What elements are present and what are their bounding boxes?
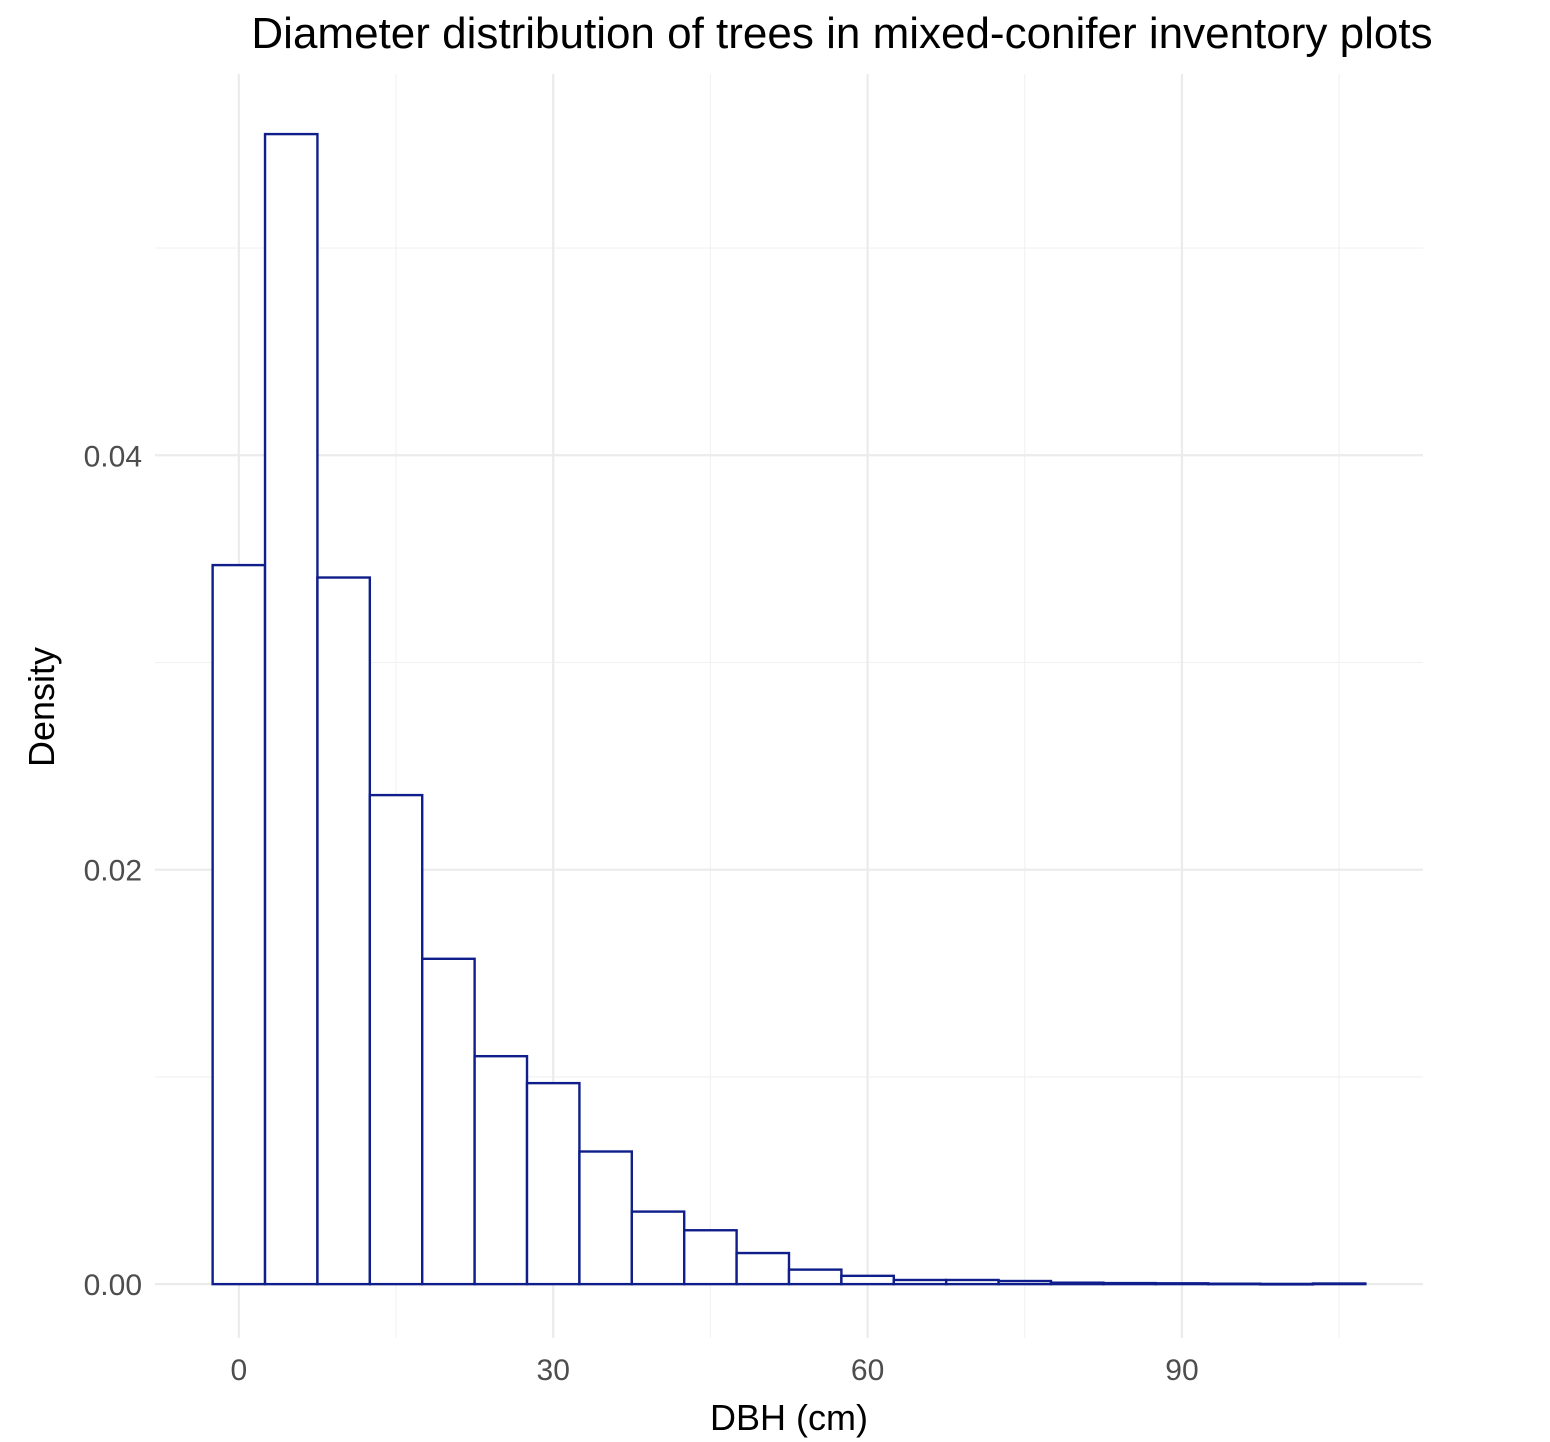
x-tick-label: 0	[230, 1354, 247, 1387]
histogram-bar	[944, 1278, 1000, 1286]
histogram-bar	[892, 1278, 948, 1286]
histogram-bar	[368, 793, 424, 1286]
histogram-bar	[211, 563, 267, 1286]
histogram-bar	[1259, 1282, 1315, 1286]
x-tick-label: 60	[851, 1354, 884, 1387]
histogram-bar	[997, 1279, 1053, 1286]
histogram-bar	[473, 1054, 529, 1286]
chart-title: Diameter distribution of trees in mixed-…	[251, 9, 1432, 58]
histogram-bar	[1311, 1282, 1367, 1286]
x-tick-label: 90	[1165, 1354, 1198, 1387]
x-axis-title: DBH (cm)	[710, 1397, 868, 1438]
histogram-bar	[263, 132, 319, 1286]
y-tick-label: 0.04	[84, 440, 142, 473]
histogram-bar	[630, 1210, 686, 1286]
histogram-bar	[525, 1081, 581, 1286]
x-axis-ticks: 0 30 60 90	[230, 1354, 1198, 1387]
histogram-bar	[578, 1150, 634, 1286]
x-tick-label: 30	[537, 1354, 570, 1387]
histogram-bars	[211, 132, 1367, 1286]
y-tick-label: 0.00	[84, 1269, 142, 1302]
y-axis-title: Density	[21, 647, 62, 767]
histogram-bar	[316, 576, 372, 1286]
y-axis-ticks: 0.00 0.02 0.04	[84, 440, 142, 1302]
histogram-bar	[1049, 1281, 1105, 1286]
y-tick-label: 0.02	[84, 855, 142, 888]
histogram-bar	[683, 1229, 738, 1286]
histogram-bar	[1206, 1282, 1262, 1286]
histogram-bar	[421, 957, 476, 1286]
histogram-bar	[787, 1268, 843, 1286]
histogram-bar	[1154, 1282, 1210, 1286]
histogram-bar	[1102, 1281, 1157, 1286]
histogram-bar	[735, 1251, 791, 1286]
histogram-bar	[840, 1274, 895, 1286]
